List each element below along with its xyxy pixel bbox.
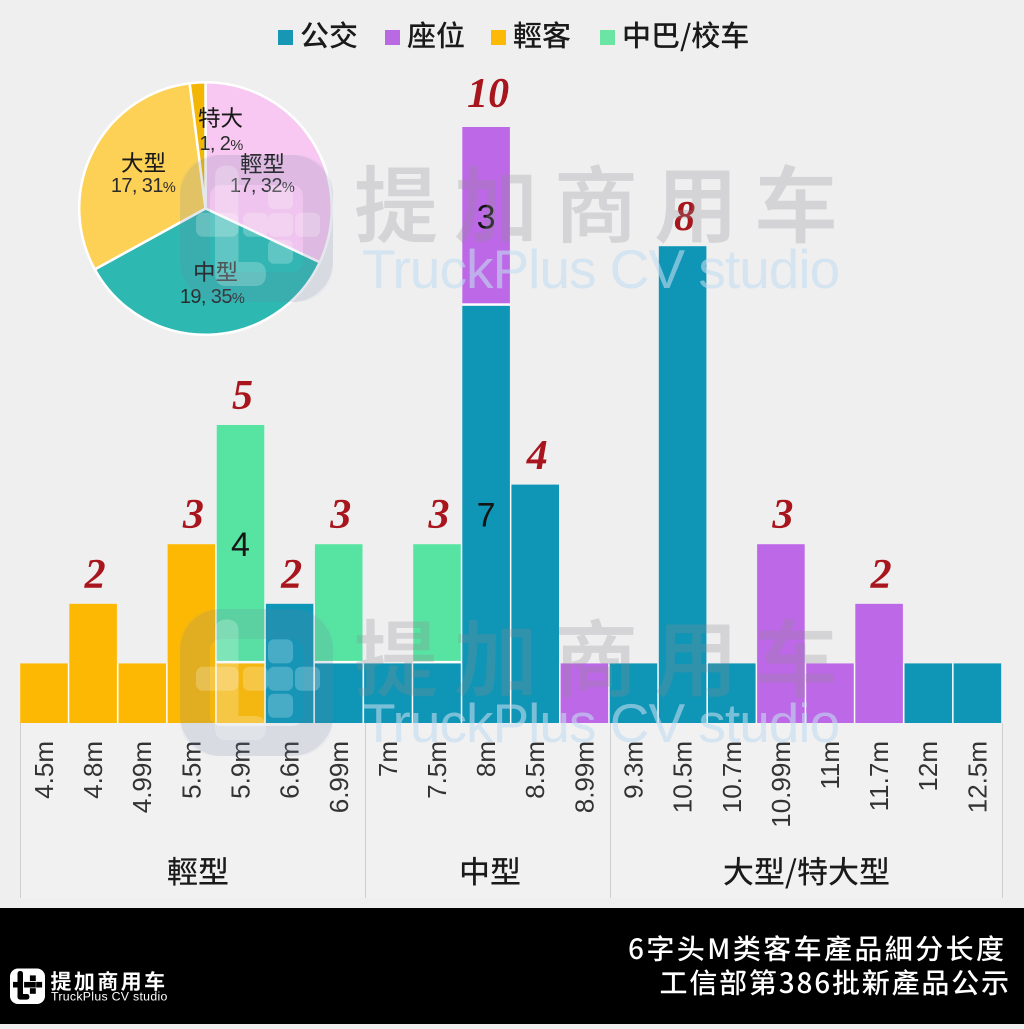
svg-text:2: 2 [280,552,302,598]
svg-text:3: 3 [477,198,496,236]
svg-text:5.5m: 5.5m [176,741,206,799]
svg-text:7.5m: 7.5m [422,741,452,799]
svg-text:11.7m: 11.7m [864,741,894,811]
svg-text:11m: 11m [815,741,845,790]
svg-text:7m: 7m [373,741,403,777]
svg-text:9.3m: 9.3m [619,741,649,799]
svg-text:19, 35%: 19, 35% [180,286,245,308]
svg-text:8m: 8m [471,741,501,777]
svg-text:6.6m: 6.6m [275,741,305,799]
svg-text:10.5m: 10.5m [668,741,698,813]
svg-text:3: 3 [182,492,204,538]
svg-text:TruckPlus CV studio: TruckPlus CV studio [362,692,839,754]
svg-text:4: 4 [231,526,250,564]
svg-text:10: 10 [467,71,509,117]
svg-text:12.5m: 12.5m [962,741,992,813]
svg-text:TruckPlus CV studio: TruckPlus CV studio [51,990,168,1004]
svg-text:17, 31%: 17, 31% [111,175,176,197]
svg-text:3: 3 [771,492,793,538]
svg-text:7: 7 [477,496,496,534]
svg-text:10.99m: 10.99m [766,741,796,828]
svg-text:17, 32%: 17, 32% [230,175,295,197]
svg-text:10.7m: 10.7m [717,741,747,813]
svg-text:8: 8 [674,194,695,240]
svg-text:3: 3 [428,492,450,538]
svg-text:1, 2%: 1, 2% [199,133,243,155]
svg-text:3: 3 [329,492,351,538]
svg-text:4.5m: 4.5m [29,741,59,799]
svg-text:2: 2 [870,552,892,598]
svg-text:6.99m: 6.99m [324,741,354,813]
svg-text:4.8m: 4.8m [78,741,108,799]
svg-text:4: 4 [526,433,548,479]
svg-text:8.99m: 8.99m [569,741,599,813]
svg-text:2: 2 [84,552,106,598]
svg-text:5.9m: 5.9m [226,741,256,799]
svg-text:4.99m: 4.99m [127,741,157,813]
svg-text:TruckPlus CV studio: TruckPlus CV studio [362,238,839,300]
svg-text:8.5m: 8.5m [520,741,550,799]
svg-text:5: 5 [232,373,253,419]
svg-text:12m: 12m [913,741,943,792]
